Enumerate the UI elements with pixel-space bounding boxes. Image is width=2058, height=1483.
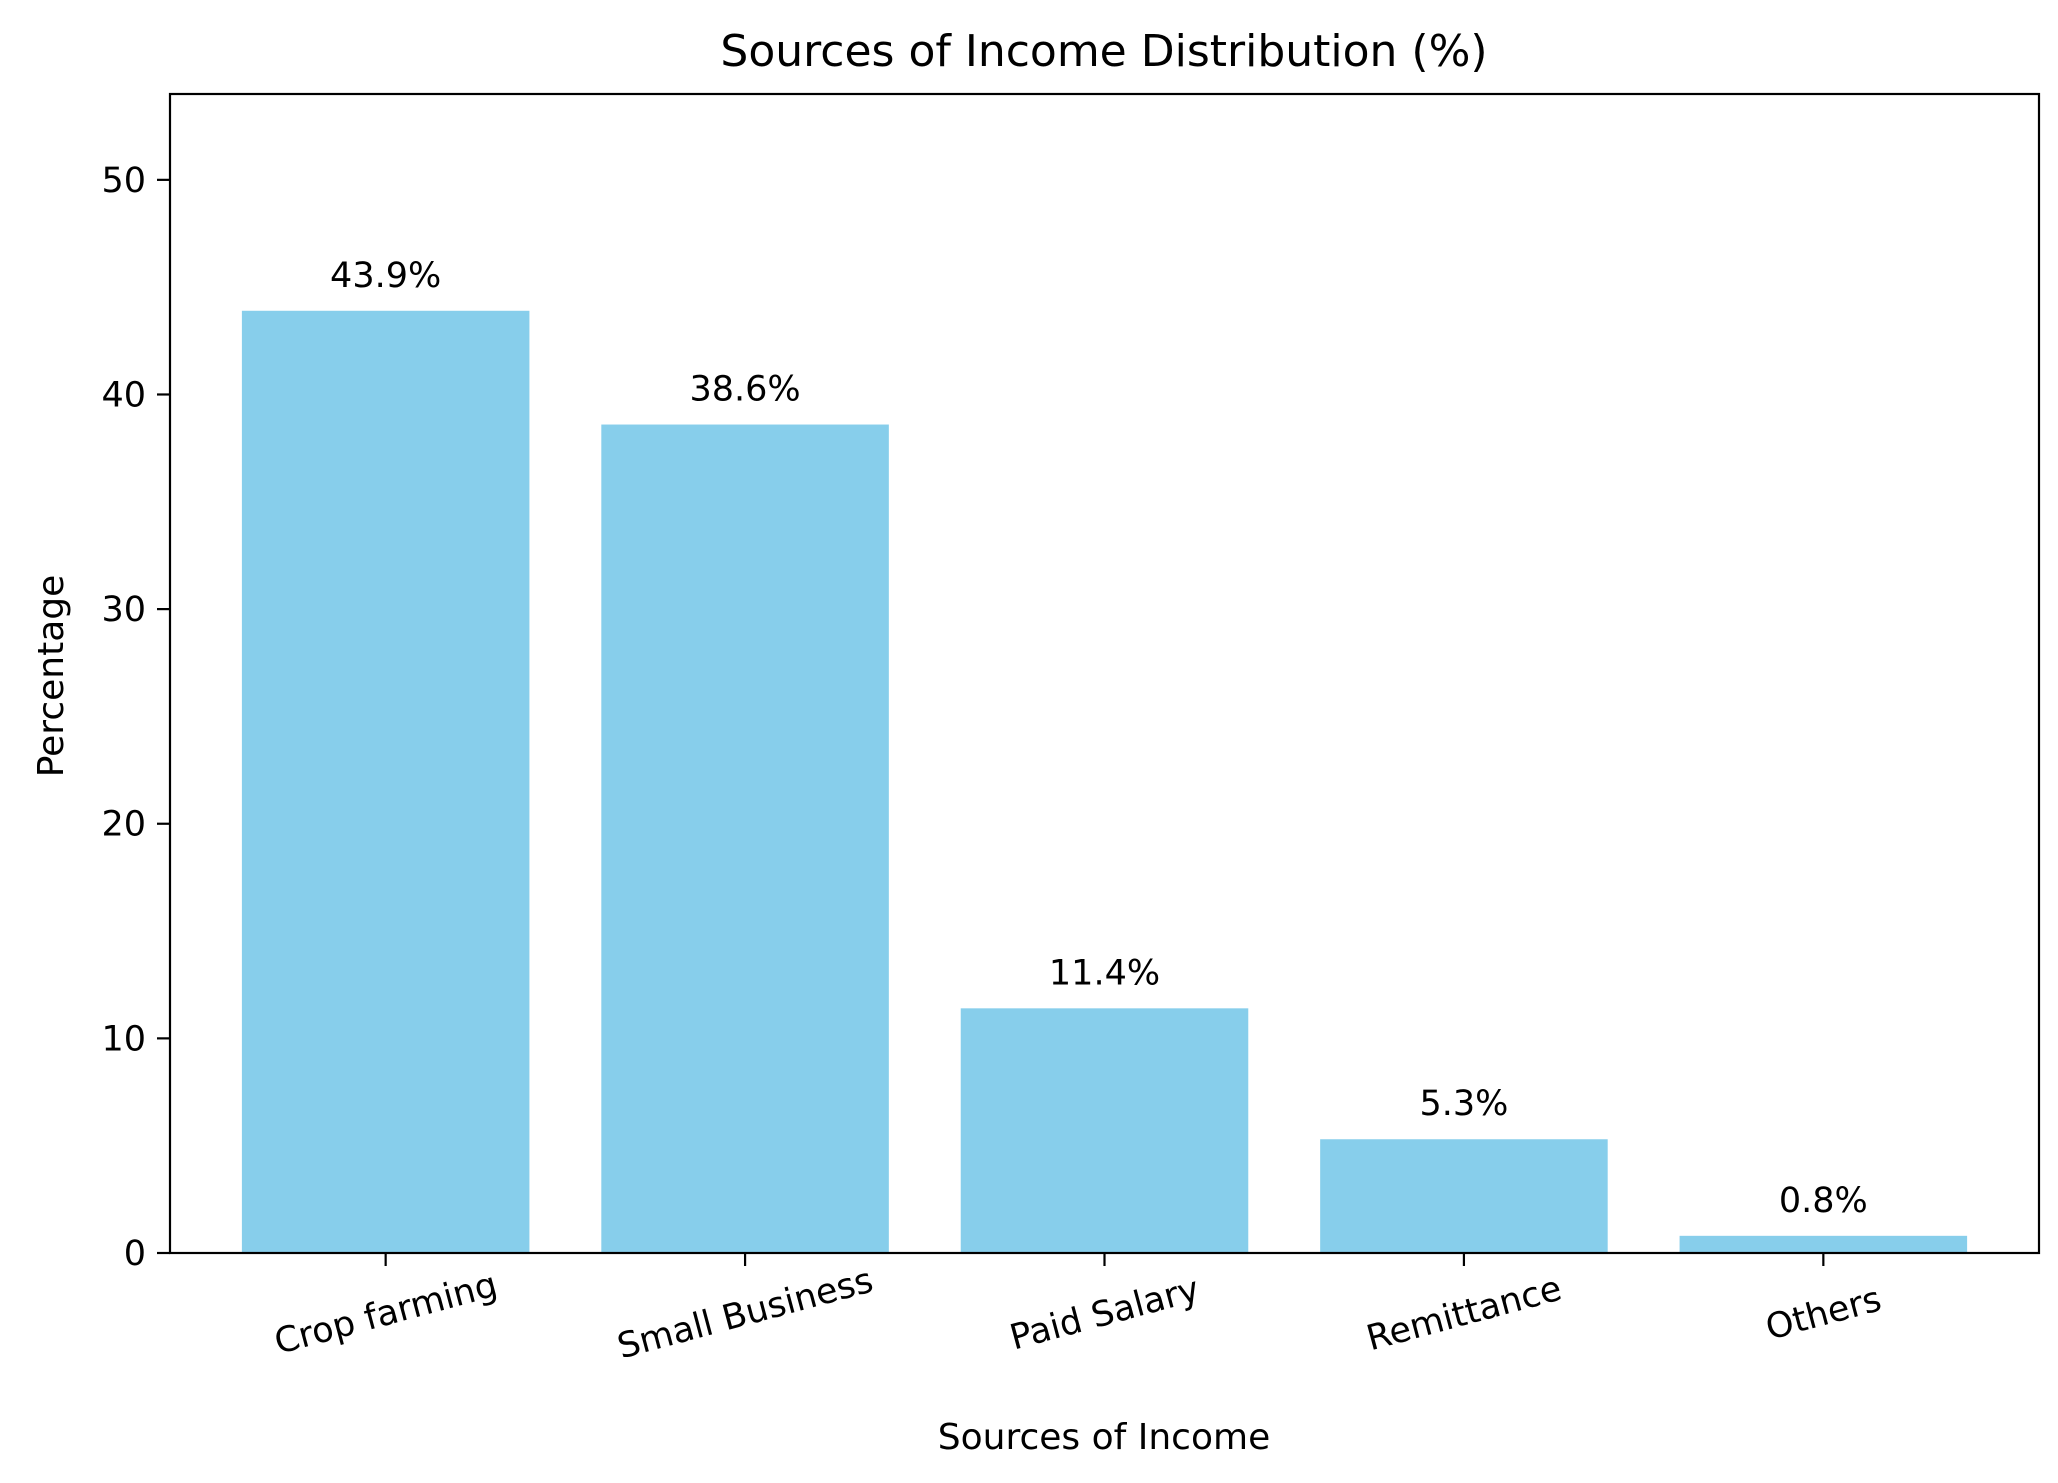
bar-small-business bbox=[601, 424, 889, 1253]
y-tick-label-40: 40 bbox=[101, 375, 146, 415]
bar-remittance bbox=[1320, 1139, 1608, 1253]
data-labels-group: 43.9% 38.6% 11.4% 5.3% 0.8% bbox=[330, 256, 1868, 1221]
y-tick-label-10: 10 bbox=[101, 1019, 146, 1059]
data-label-others: 0.8% bbox=[1779, 1181, 1868, 1221]
data-label-paid-salary: 11.4% bbox=[1049, 953, 1160, 993]
chart-title: Sources of Income Distribution (%) bbox=[720, 26, 1487, 77]
bars-group bbox=[241, 310, 1968, 1253]
data-label-crop-farming: 43.9% bbox=[330, 256, 441, 296]
x-tick-label-others: Others bbox=[1762, 1279, 1886, 1348]
x-tick-label-small-business: Small Business bbox=[613, 1261, 877, 1368]
y-tick-label-30: 30 bbox=[101, 590, 146, 630]
plot-frame bbox=[168, 92, 2041, 1255]
x-axis-label: Sources of Income bbox=[938, 1417, 1270, 1458]
data-label-remittance: 5.3% bbox=[1419, 1084, 1508, 1124]
x-tick-label-paid-salary: Paid Salary bbox=[1006, 1270, 1204, 1359]
y-tick-label-20: 20 bbox=[101, 805, 146, 845]
x-tick-label-crop-farming: Crop farming bbox=[270, 1265, 501, 1363]
bar-others bbox=[1679, 1235, 1968, 1253]
bar-paid-salary bbox=[960, 1008, 1249, 1253]
y-axis-label: Percentage bbox=[31, 575, 72, 778]
x-axis: Crop farming Small Business Paid Salary Rem… bbox=[270, 1253, 1886, 1368]
y-tick-label-0: 0 bbox=[124, 1234, 146, 1274]
data-label-small-business: 38.6% bbox=[689, 370, 800, 410]
y-tick-label-50: 50 bbox=[101, 161, 146, 201]
y-axis: 0 10 20 30 40 50 bbox=[101, 161, 170, 1274]
bar-crop-farming bbox=[241, 310, 530, 1253]
x-tick-label-remittance: Remittance bbox=[1362, 1269, 1565, 1359]
